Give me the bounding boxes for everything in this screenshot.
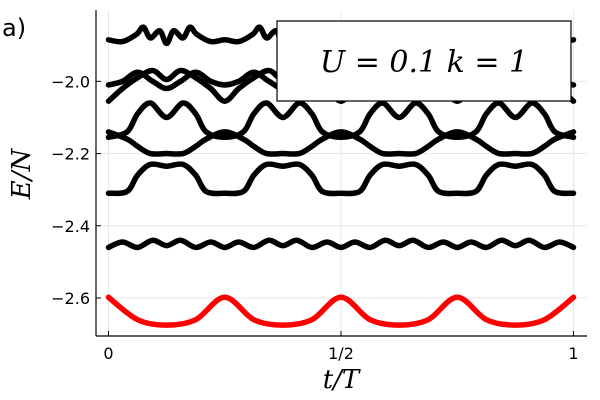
legend-annotation: U = 0.1 k = 1 — [320, 45, 528, 80]
panel-label: a) — [2, 14, 26, 42]
series-line-2 — [105, 161, 577, 197]
tick-labels: 0 1/2 1 −2.6 −2.4 −2.2 −2.0 — [51, 72, 578, 363]
y-tick-label-1: −2.4 — [51, 217, 90, 236]
series-line-4 — [105, 100, 577, 141]
series-line-0 — [105, 294, 577, 328]
x-tick-label-0: 0 — [103, 344, 113, 363]
series-line-3 — [105, 129, 577, 157]
axes — [95, 10, 587, 337]
y-tick-label-0: −2.6 — [51, 289, 90, 308]
x-axis-label: t/T — [323, 365, 361, 395]
legend-box: U = 0.1 k = 1 — [276, 20, 572, 102]
series-line-1 — [105, 237, 577, 251]
y-axis-label: E/N — [7, 148, 37, 201]
y-tick-label-2: −2.2 — [51, 145, 90, 164]
x-tick-label-2: 1 — [568, 344, 578, 363]
y-tick-label-3: −2.0 — [51, 72, 90, 91]
x-tick-label-1: 1/2 — [328, 344, 354, 363]
